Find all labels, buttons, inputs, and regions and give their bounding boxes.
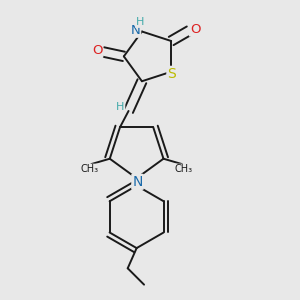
Text: O: O: [92, 44, 102, 57]
Text: N: N: [132, 175, 143, 189]
Text: H: H: [116, 102, 124, 112]
Text: O: O: [190, 22, 200, 36]
Text: CH₃: CH₃: [81, 164, 99, 174]
Text: CH₃: CH₃: [174, 164, 193, 174]
Text: N: N: [130, 24, 140, 37]
Text: S: S: [167, 67, 176, 81]
Text: H: H: [136, 17, 144, 27]
